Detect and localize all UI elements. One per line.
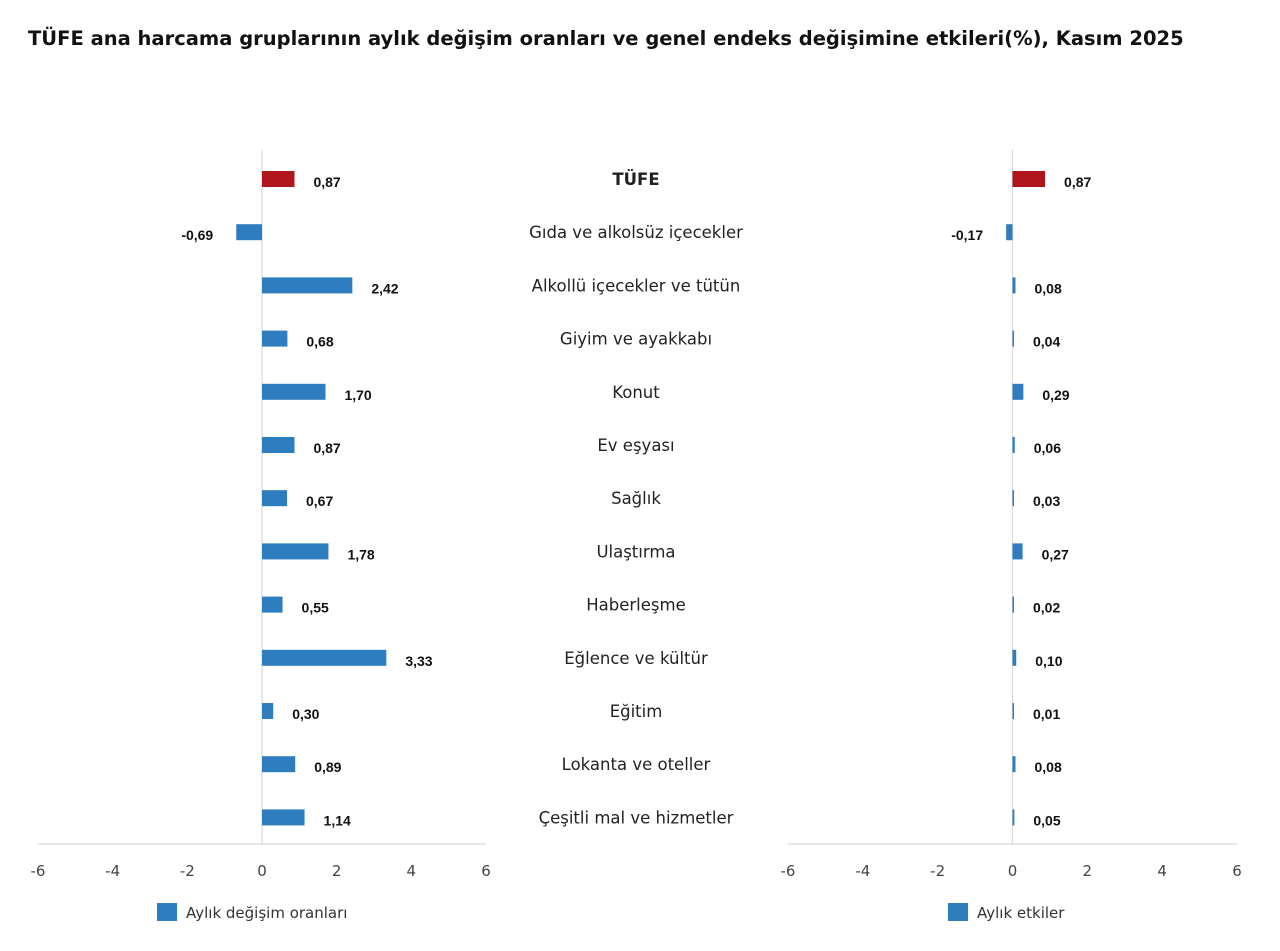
category-label: Eğlence ve kültür [564,649,708,668]
change-data-label: 2,42 [371,280,398,296]
effect-x-tick-label: 4 [1157,862,1167,880]
effect-data-label: 0,08 [1034,280,1061,296]
change-x-tick-label: 0 [257,862,267,880]
change-data-label: 0,87 [313,174,340,190]
change-x-tick-label: 4 [407,862,417,880]
change-bar [262,596,283,613]
effect-legend-swatch [948,903,968,921]
effect-x-tick-label: -4 [855,862,870,880]
change-bar [262,277,353,294]
category-label: Ulaştırma [596,542,675,561]
effect-bar [1012,171,1046,187]
effect-bar [1012,649,1017,666]
change-bar [262,383,326,400]
change-bar [236,224,262,241]
change-bar [262,330,288,347]
change-legend-label: Aylık değişim oranları [186,904,347,922]
effect-data-label: -0,17 [951,227,983,243]
effect-x-tick-label: 0 [1008,862,1018,880]
change-data-label: 0,55 [302,600,329,616]
effect-bar [1012,490,1014,507]
effect-data-label: 0,04 [1033,334,1060,350]
change-bar [262,703,274,719]
effect-data-label: 0,06 [1034,440,1061,456]
effect-bar [1012,809,1015,826]
effect-bar [1012,330,1014,347]
category-label: TÜFE [612,170,659,189]
change-data-label: 1,78 [347,546,374,562]
change-bar [262,490,288,507]
effect-bar [1012,383,1024,400]
category-label: Konut [612,383,660,402]
effect-data-label: 0,03 [1033,493,1060,509]
effect-bar [1012,437,1015,453]
category-label: Çeşitli mal ve hizmetler [539,808,734,827]
effect-data-label: 0,27 [1042,546,1069,562]
category-label: Gıda ve alkolsüz içecekler [529,223,743,242]
change-data-label: 1,70 [344,387,371,403]
effect-data-label: 0,05 [1033,812,1060,828]
effect-x-tick-label: 6 [1232,862,1242,880]
change-data-label: 3,33 [405,653,432,669]
effect-bar [1012,703,1014,719]
change-bar [262,649,387,666]
change-data-label: 0,87 [313,440,340,456]
change-data-label: 1,14 [324,812,351,828]
effect-data-label: 0,02 [1033,600,1060,616]
effect-x-tick-label: -2 [930,862,945,880]
change-x-tick-label: -4 [105,862,120,880]
category-label: Giyim ve ayakkabı [560,330,712,349]
effect-data-label: 0,10 [1035,653,1062,669]
effect-x-tick-label: 2 [1083,862,1093,880]
change-data-label: 0,89 [314,759,341,775]
category-label: Lokanta ve oteller [562,755,711,774]
change-x-tick-label: 2 [332,862,342,880]
category-label: Eğitim [610,702,663,721]
change-data-label: 0,67 [306,493,333,509]
effect-data-label: 0,08 [1034,759,1061,775]
change-bar [262,756,296,773]
category-label: Haberleşme [586,596,685,615]
category-label: Alkollü içecekler ve tütün [532,276,741,295]
change-bar [262,437,295,453]
effect-bar [1012,277,1016,294]
category-label: Sağlık [611,489,661,508]
effect-data-label: 0,87 [1064,174,1091,190]
change-x-tick-label: 6 [481,862,491,880]
chart-title: TÜFE ana harcama gruplarının aylık değiş… [28,27,1184,50]
effect-legend-label: Aylık etkiler [977,904,1065,922]
effect-data-label: 0,29 [1042,387,1069,403]
change-data-label: 0,68 [306,334,333,350]
change-data-label: 0,30 [292,706,319,722]
effect-bar [1012,543,1023,560]
change-legend-swatch [157,903,177,921]
category-label: Ev eşyası [597,436,674,455]
effect-bar [1012,596,1014,613]
change-x-tick-label: -6 [31,862,46,880]
change-bar [262,171,295,187]
change-x-tick-label: -2 [180,862,195,880]
effect-x-tick-label: -6 [781,862,796,880]
effect-bar [1012,756,1016,773]
change-data-label: -0,69 [181,227,213,243]
effect-bar [1006,224,1013,241]
effect-data-label: 0,01 [1033,706,1060,722]
change-bar [262,809,305,826]
change-bar [262,543,329,560]
